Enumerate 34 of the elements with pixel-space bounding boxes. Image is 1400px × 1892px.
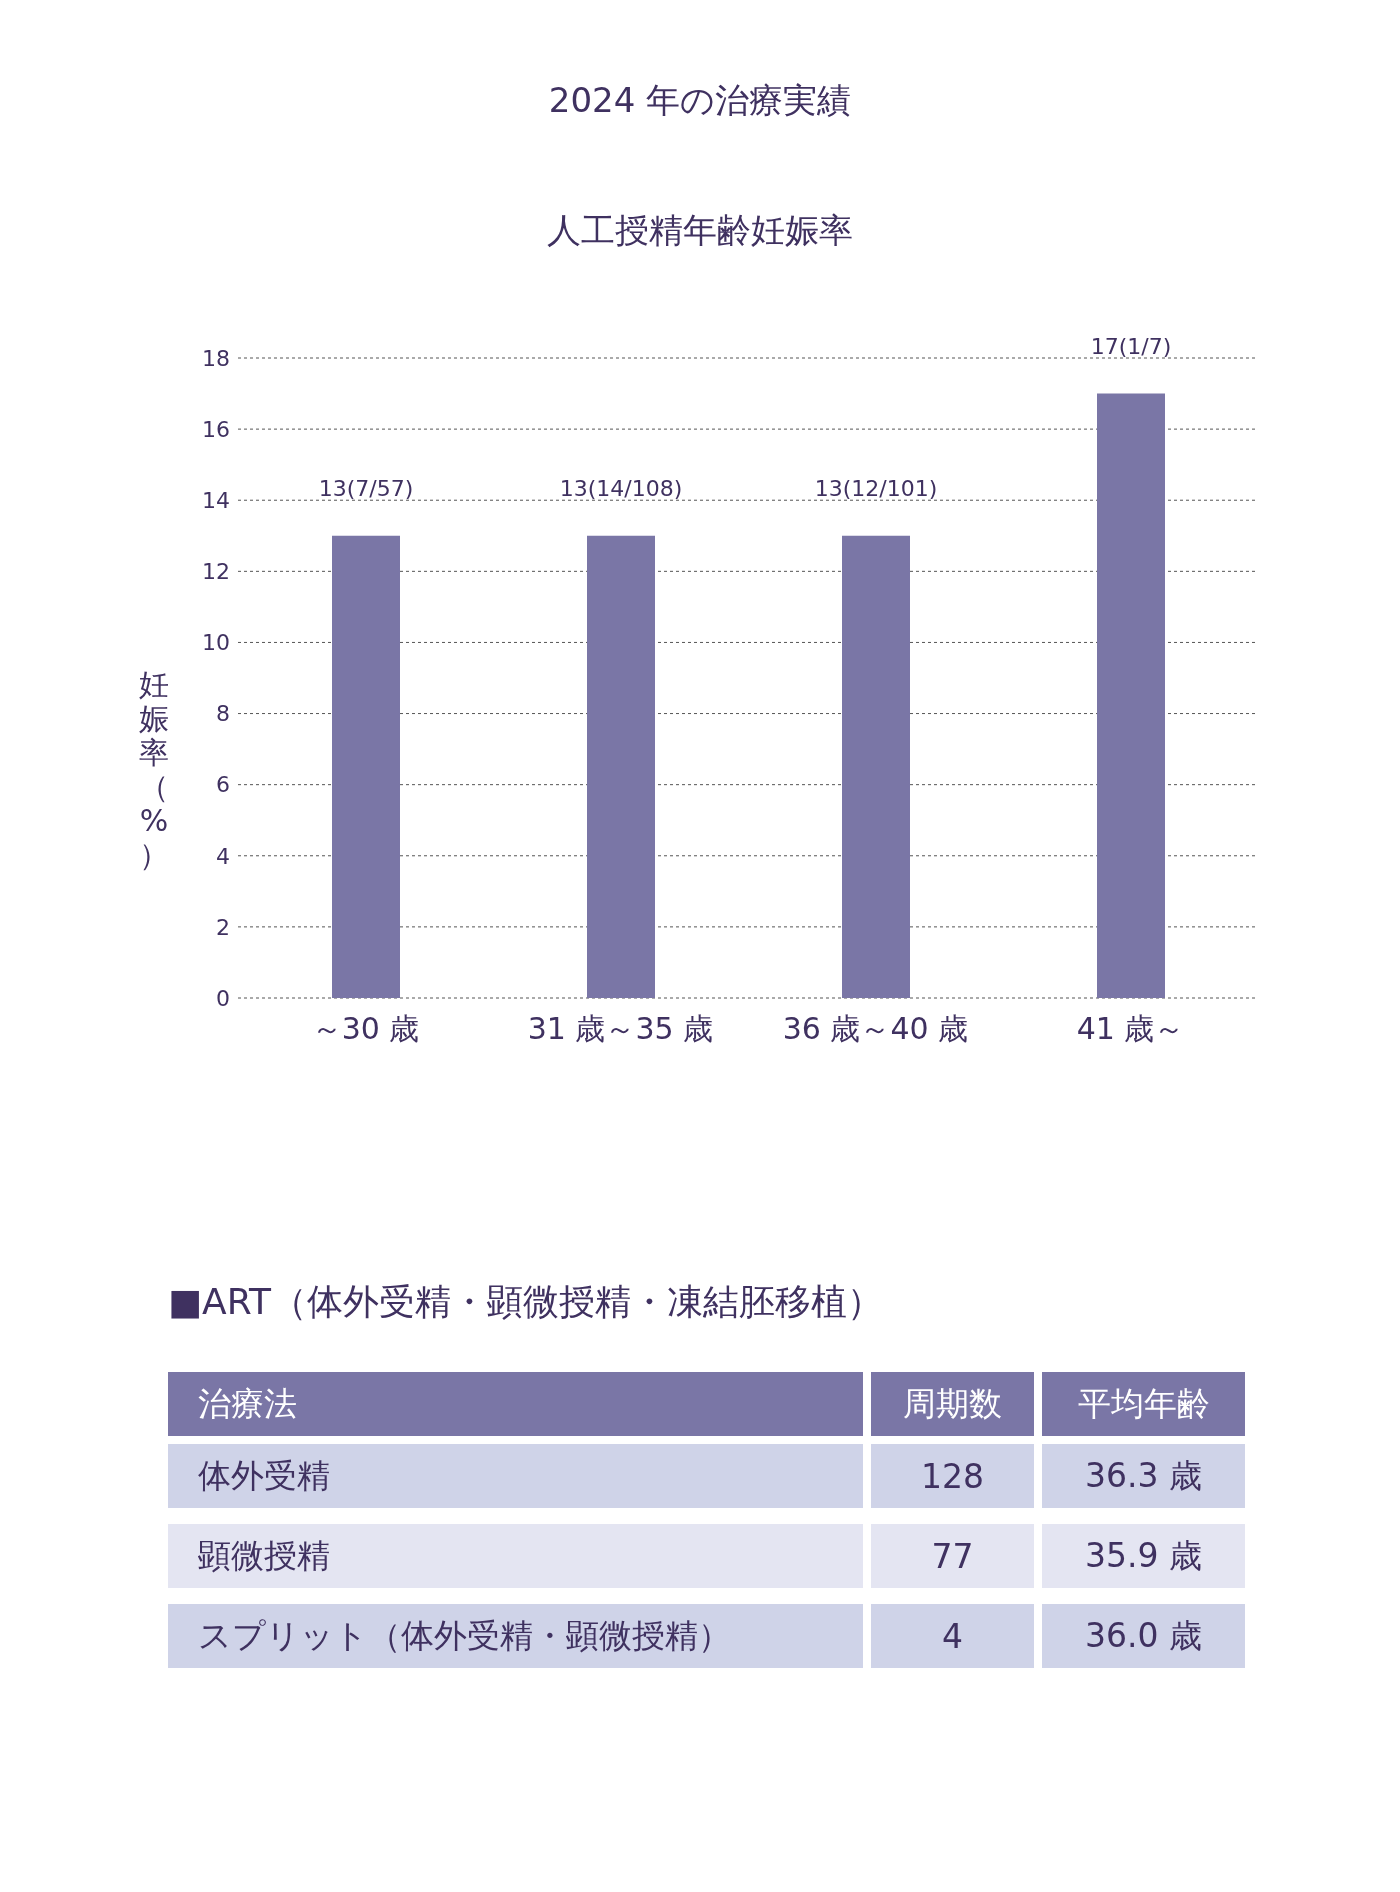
y-axis-title: 妊娠率（%） — [138, 667, 170, 872]
y-tick-label: 2 — [216, 914, 230, 940]
text: 平均年齢 — [1042, 1372, 1245, 1436]
text: 128 — [871, 1444, 1034, 1508]
y-tick-label: 14 — [202, 488, 230, 514]
x-tick-label: 36 歳～40 歳 — [782, 1011, 969, 1047]
y-tick-label: 4 — [216, 843, 230, 869]
data-label: 13(7/57) — [318, 475, 414, 501]
chart-title: 2024 年の治療実績 — [547, 79, 853, 122]
text: 体外受精 — [168, 1444, 863, 1508]
data-label: 17(1/7) — [1090, 333, 1172, 359]
y-tick-label: 12 — [202, 559, 230, 585]
data-label: 13(12/101) — [814, 475, 938, 501]
text: 36.0 歳 — [1042, 1604, 1245, 1668]
y-tick-label: 18 — [202, 345, 230, 371]
x-tick-label: 41 歳～ — [1076, 1011, 1185, 1047]
x-tick-label: 31 歳～35 歳 — [527, 1011, 714, 1047]
y-tick-label: 16 — [202, 416, 230, 442]
text: 治療法 — [168, 1372, 863, 1436]
y-tick-label: 0 — [216, 985, 230, 1011]
text: スプリット（体外受精・顕微授精） — [168, 1604, 863, 1668]
text: 4 — [871, 1604, 1034, 1668]
data-label: 13(14/108) — [559, 475, 683, 501]
y-tick-label: 10 — [202, 630, 230, 656]
text: 顕微授精 — [168, 1524, 863, 1588]
text: 77 — [871, 1524, 1034, 1588]
chart-subtitle: 人工授精年齢妊娠率 — [546, 209, 854, 252]
text: 周期数 — [871, 1372, 1034, 1436]
y-tick-label: 8 — [216, 701, 230, 727]
text: 35.9 歳 — [1042, 1524, 1245, 1588]
text: ■ART（体外受精・顕微授精・凍結胚移植） — [168, 1280, 885, 1324]
x-tick-label: ～30 歳 — [311, 1011, 420, 1047]
y-tick-label: 6 — [216, 772, 230, 798]
text: 36.3 歳 — [1042, 1444, 1245, 1508]
